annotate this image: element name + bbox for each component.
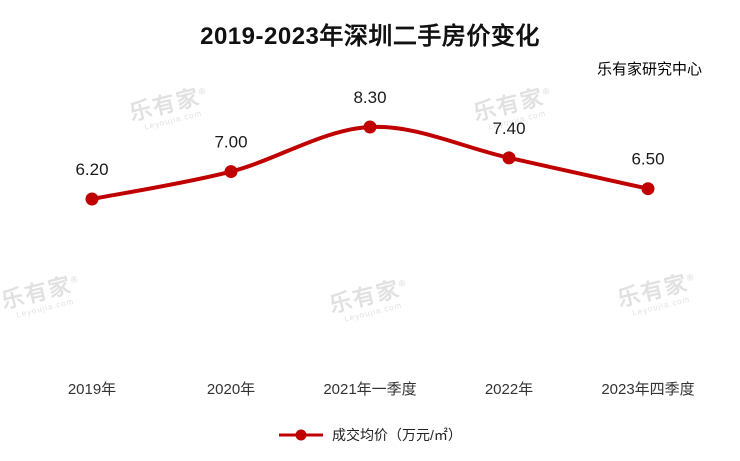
x-axis-label: 2021年一季度 bbox=[323, 381, 416, 398]
data-point bbox=[641, 182, 655, 196]
value-label: 7.00 bbox=[214, 133, 247, 152]
data-point bbox=[363, 120, 377, 134]
chart-title: 2019-2023年深圳二手房价变化 bbox=[200, 23, 540, 50]
source-note: 乐有家研究中心 bbox=[596, 61, 702, 78]
legend-line-icon bbox=[279, 429, 324, 441]
x-axis-label: 2023年四季度 bbox=[601, 381, 694, 398]
legend-label: 成交均价（万元/㎡） bbox=[332, 427, 462, 443]
x-axis-label: 2020年 bbox=[207, 381, 255, 398]
value-label: 6.20 bbox=[75, 160, 108, 179]
x-axis-label: 2019年 bbox=[68, 381, 116, 398]
data-point bbox=[502, 151, 516, 165]
price-line bbox=[90, 124, 650, 201]
value-label: 6.50 bbox=[631, 150, 664, 169]
data-point bbox=[224, 165, 238, 179]
legend: 成交均价（万元/㎡） bbox=[0, 425, 740, 445]
value-label: 7.40 bbox=[492, 119, 525, 138]
x-axis-label: 2022年 bbox=[485, 381, 533, 398]
data-point bbox=[85, 192, 99, 206]
value-label: 8.30 bbox=[353, 88, 386, 107]
